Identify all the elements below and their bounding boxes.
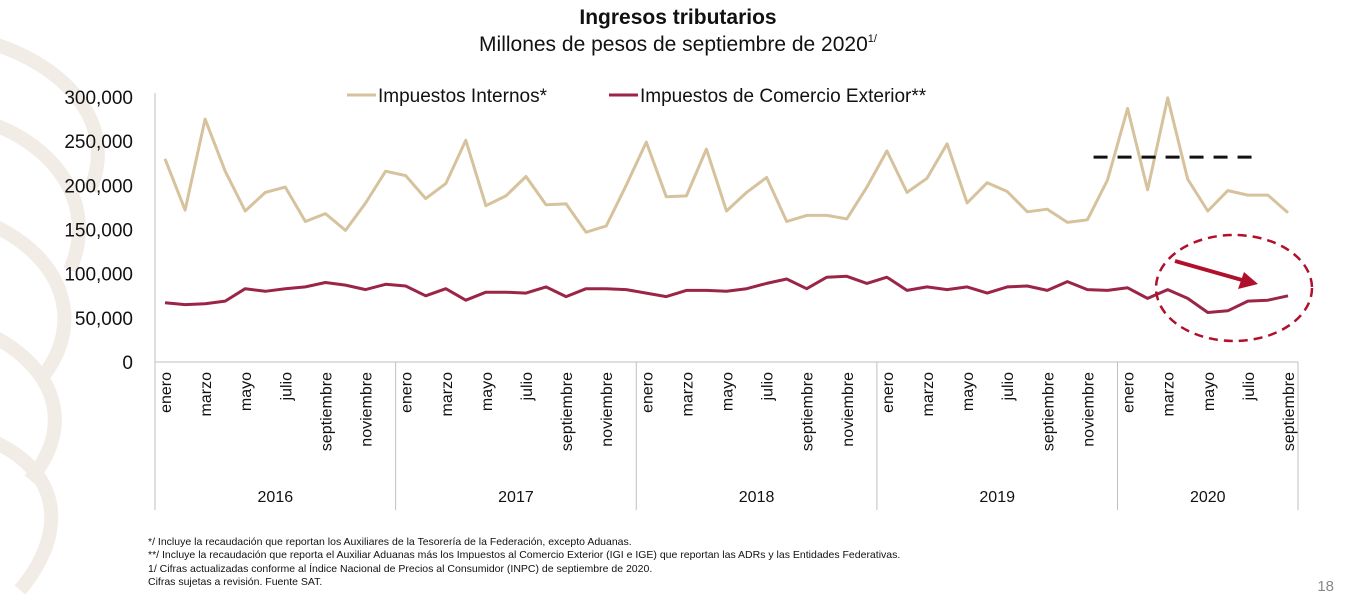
x-tick-label: julio bbox=[760, 372, 777, 402]
x-tick-label: julio bbox=[1000, 372, 1017, 402]
highlight-ellipse bbox=[1154, 233, 1314, 343]
legend-label-internos: Impuestos Internos* bbox=[378, 86, 548, 107]
y-tick-label: 300,000 bbox=[64, 88, 133, 109]
x-tick-label: enero bbox=[880, 372, 897, 413]
trend-arrow-shaft bbox=[1174, 259, 1243, 282]
y-tick-label: 200,000 bbox=[64, 176, 133, 197]
x-tick-label: mayo bbox=[720, 372, 737, 411]
x-tick-label: enero bbox=[399, 372, 416, 413]
year-label: 2020 bbox=[1190, 489, 1226, 506]
legend-label-comercio: Impuestos de Comercio Exterior** bbox=[640, 86, 927, 107]
year-label: 2016 bbox=[258, 489, 294, 506]
series-line-comercio bbox=[164, 274, 1289, 314]
y-tick-label: 250,000 bbox=[64, 132, 133, 153]
x-tick-label: enero bbox=[158, 372, 175, 413]
x-tick-label: julio bbox=[278, 372, 295, 402]
x-tick-label: mayo bbox=[479, 372, 496, 411]
x-tick-label: enero bbox=[1121, 372, 1138, 413]
series-line-internos bbox=[163, 96, 1289, 234]
x-tick-label: marzo bbox=[1161, 372, 1178, 417]
year-label: 2019 bbox=[979, 489, 1015, 506]
x-tick-label: marzo bbox=[439, 372, 456, 417]
x-tick-label: julio bbox=[1241, 372, 1258, 402]
x-tick-label: julio bbox=[519, 372, 536, 402]
x-tick-label: mayo bbox=[1201, 372, 1218, 411]
x-tick-label: enero bbox=[639, 372, 656, 413]
footnote-comercio: **/ Incluye la recaudación que reporta e… bbox=[148, 549, 901, 562]
x-tick-label: marzo bbox=[679, 372, 696, 417]
x-tick-label: marzo bbox=[920, 372, 937, 417]
x-tick-label: noviembre bbox=[359, 372, 376, 447]
x-tick-label: marzo bbox=[198, 372, 215, 417]
y-tick-label: 0 bbox=[122, 353, 133, 374]
x-tick-label: septiembre bbox=[1040, 372, 1057, 451]
y-tick-label: 100,000 bbox=[64, 265, 133, 286]
footnotes: */ Incluye la recaudación que reportan l… bbox=[148, 536, 900, 590]
subtitle-text: Millones de pesos de septiembre de 2020 bbox=[479, 33, 868, 56]
chart-title: Ingresos tributarios bbox=[579, 6, 777, 29]
x-tick-label: noviembre bbox=[840, 372, 857, 447]
footnote-source: Cifras sujetas a revisión. Fuente SAT. bbox=[148, 576, 323, 589]
x-tick-label: septiembre bbox=[1281, 372, 1298, 451]
footnote-inpc: 1/ Cifras actualizadas conforme al Índic… bbox=[148, 562, 653, 575]
x-tick-label: mayo bbox=[238, 372, 255, 411]
page-number: 18 bbox=[1317, 578, 1334, 595]
subtitle-footnote-mark: 1/ bbox=[867, 33, 877, 45]
y-tick-label: 150,000 bbox=[64, 221, 133, 242]
x-tick-label: septiembre bbox=[800, 372, 817, 451]
x-tick-label: septiembre bbox=[318, 372, 335, 451]
x-tick-label: noviembre bbox=[1080, 372, 1097, 447]
x-tick-label: mayo bbox=[960, 372, 977, 411]
year-label: 2017 bbox=[498, 489, 534, 506]
year-label: 2018 bbox=[739, 489, 775, 506]
background-watermark bbox=[0, 38, 105, 595]
y-tick-label: 50,000 bbox=[75, 309, 133, 330]
chart-subtitle: Millones de pesos de septiembre de 20201… bbox=[0, 33, 1356, 57]
x-tick-label: noviembre bbox=[599, 372, 616, 447]
trend-arrow-head bbox=[1238, 272, 1258, 289]
footnote-internos: */ Incluye la recaudación que reportan l… bbox=[148, 536, 632, 548]
x-tick-label: septiembre bbox=[559, 372, 576, 451]
